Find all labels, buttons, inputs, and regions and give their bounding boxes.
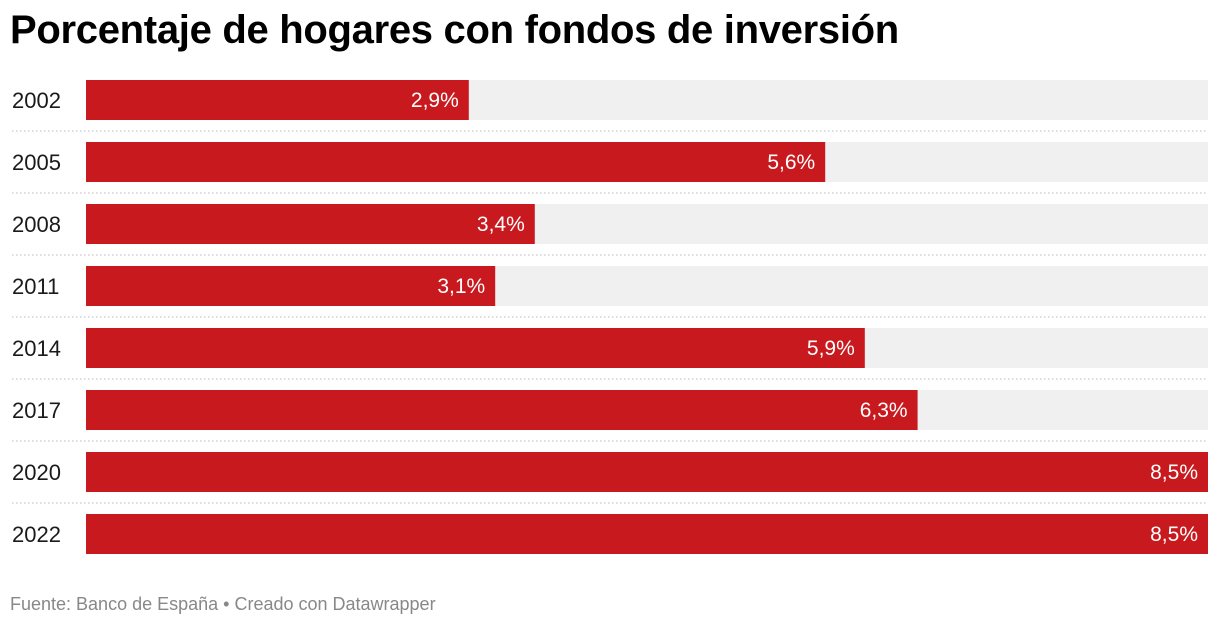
- value-label-2011: 3,1%: [437, 275, 485, 298]
- bar-2022: [86, 514, 1208, 554]
- value-label-2002: 2,9%: [411, 89, 459, 112]
- row-label-2020: 2020: [12, 460, 61, 485]
- bar-2017: [86, 390, 918, 430]
- row-label-2017: 2017: [12, 398, 61, 423]
- row-label-2014: 2014: [12, 336, 61, 361]
- bar-2008: [86, 204, 535, 244]
- value-label-2005: 5,6%: [767, 151, 815, 174]
- value-label-2020: 8,5%: [1150, 461, 1198, 484]
- bar-2014: [86, 328, 865, 368]
- value-label-2014: 5,9%: [807, 337, 855, 360]
- chart-title: Porcentaje de hogares con fondos de inve…: [10, 8, 899, 52]
- row-label-2011: 2011: [12, 274, 59, 299]
- row-label-2008: 2008: [12, 212, 61, 237]
- chart-footer: Fuente: Banco de España • Creado con Dat…: [10, 594, 436, 614]
- bar-2002: [86, 80, 469, 120]
- bar-2011: [86, 266, 496, 306]
- bar-chart: 2002 2,9% 2005 5,6% 2008 3,4% 2011 3,1% 2014 5,9%…: [12, 80, 1208, 554]
- bar-2020: [86, 452, 1208, 492]
- value-label-2022: 8,5%: [1150, 523, 1198, 546]
- row-label-2002: 2002: [12, 88, 61, 113]
- value-label-2017: 6,3%: [860, 399, 908, 422]
- bar-2005: [86, 142, 826, 182]
- row-label-2022: 2022: [12, 522, 61, 547]
- row-label-2005: 2005: [12, 150, 61, 175]
- value-label-2008: 3,4%: [477, 213, 525, 236]
